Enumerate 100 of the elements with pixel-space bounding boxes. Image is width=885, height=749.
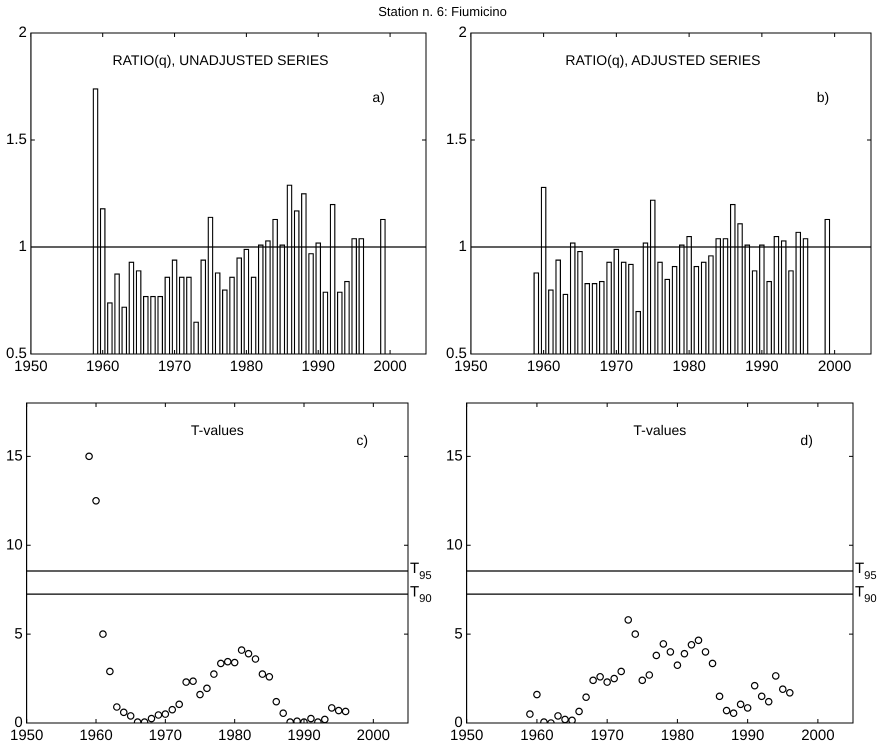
point <box>561 716 569 723</box>
point <box>786 688 794 697</box>
point <box>596 672 604 681</box>
point <box>196 690 204 698</box>
point <box>708 660 716 668</box>
point <box>210 670 218 678</box>
point <box>307 714 315 722</box>
x-tick-label: 1950 <box>450 727 484 744</box>
point <box>610 674 618 682</box>
x-tick-label: 1960 <box>520 727 554 744</box>
point <box>646 671 654 679</box>
point <box>106 668 114 676</box>
point <box>568 716 576 723</box>
point <box>680 650 688 658</box>
y-tick-label: 1.5 <box>6 131 27 148</box>
point <box>652 652 660 660</box>
x-tick-label: 1950 <box>10 727 44 744</box>
point <box>334 706 342 714</box>
x-tick-label: 1980 <box>672 358 706 376</box>
point <box>168 706 176 714</box>
point <box>99 630 107 638</box>
y-tick-label: 2 <box>18 24 27 42</box>
x-tick-label: 2000 <box>373 358 407 376</box>
point <box>224 658 232 666</box>
point <box>582 693 590 702</box>
point <box>258 670 266 678</box>
point <box>162 710 170 718</box>
point <box>328 704 336 712</box>
point <box>272 698 280 706</box>
x-tick-label: 1980 <box>218 727 252 744</box>
point <box>321 716 329 723</box>
point <box>342 708 350 716</box>
chart-title: Station n. 6: Fiumicino <box>377 4 508 19</box>
x-tick-label: 1960 <box>526 358 560 376</box>
point <box>764 698 773 706</box>
y-tick-label: 1 <box>18 238 27 256</box>
point <box>85 452 93 460</box>
point <box>175 700 184 708</box>
y-tick-label: 15 <box>6 447 23 464</box>
point <box>744 704 752 712</box>
point <box>772 672 780 680</box>
point <box>554 712 562 720</box>
point <box>279 709 288 718</box>
x-tick-label: 1950 <box>454 358 488 376</box>
point <box>730 709 738 718</box>
point <box>252 655 260 663</box>
point <box>589 676 597 684</box>
x-tick-label: 1980 <box>230 358 264 376</box>
x-tick-label: 2000 <box>818 358 852 376</box>
point <box>778 685 787 694</box>
x-tick-label: 1960 <box>79 727 113 744</box>
point <box>113 703 121 711</box>
point <box>526 710 534 718</box>
annotation: RATIO(q), UNADJUSTED SERIES <box>112 52 329 68</box>
annotation: c) <box>356 432 368 448</box>
x-tick-label: 1980 <box>660 727 694 744</box>
point <box>617 668 626 676</box>
x-tick-label: 1970 <box>600 358 634 376</box>
point <box>293 717 301 723</box>
point <box>660 640 668 648</box>
x-tick-label: 1990 <box>730 727 764 744</box>
point <box>631 630 640 638</box>
point <box>575 708 583 716</box>
annotation: RATIO(q), ADJUSTED SERIES <box>565 52 760 68</box>
point <box>148 714 156 722</box>
x-tick-label: 1950 <box>14 358 48 376</box>
point <box>217 660 225 668</box>
x-tick-label: 1970 <box>148 727 182 744</box>
point <box>189 677 197 686</box>
point <box>203 684 211 692</box>
annotation: a) <box>372 88 385 105</box>
point <box>694 636 702 644</box>
x-tick-label: 1990 <box>302 358 335 376</box>
annotation: d) <box>800 432 813 448</box>
point <box>230 658 238 666</box>
annotation: T-values <box>190 422 244 438</box>
x-tick-label: 1970 <box>158 358 192 376</box>
point <box>758 692 766 700</box>
point <box>716 692 724 700</box>
point <box>688 640 696 649</box>
point <box>722 706 730 714</box>
point <box>624 616 632 624</box>
x-tick-label: 1970 <box>590 727 624 744</box>
y-tick-label: 1 <box>458 238 467 256</box>
point <box>533 690 541 698</box>
point <box>182 678 190 686</box>
point <box>266 672 274 681</box>
x-tick-label: 1990 <box>745 358 779 376</box>
y-tick-label: 10 <box>6 536 23 554</box>
point <box>238 646 246 654</box>
annotation: T-values <box>633 422 686 438</box>
point <box>750 682 758 690</box>
point <box>666 648 674 656</box>
point <box>154 711 162 719</box>
point <box>638 676 646 684</box>
y-tick-label: 2 <box>458 24 467 42</box>
y-tick-label: 5 <box>14 625 23 642</box>
x-tick-label: 1990 <box>287 727 321 744</box>
point <box>244 650 252 658</box>
point <box>126 712 134 720</box>
